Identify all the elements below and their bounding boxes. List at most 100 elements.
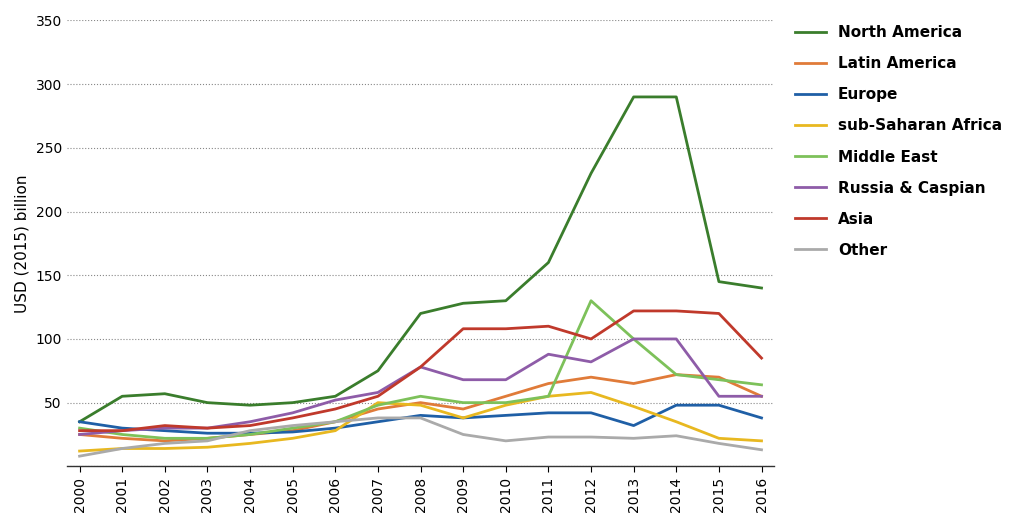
North America [287,399,299,406]
Middle East [756,382,768,388]
Other [628,435,640,442]
Russia & Caspian [457,377,469,383]
Latin America [756,393,768,399]
North America [628,94,640,100]
Asia [500,326,512,332]
sub-Saharan Africa [159,445,171,452]
Other [116,445,128,452]
Europe [287,429,299,435]
Latin America [415,399,427,406]
Latin America [244,431,256,437]
Russia & Caspian [202,425,214,431]
Russia & Caspian [329,397,341,403]
Russia & Caspian [628,336,640,342]
Europe [713,402,725,408]
Europe [159,427,171,434]
Y-axis label: USD (2015) billion: USD (2015) billion [15,174,30,313]
North America [74,418,86,425]
Latin America [159,438,171,444]
Middle East [628,336,640,342]
North America [244,402,256,408]
Asia [670,308,682,314]
Latin America [628,380,640,387]
Russia & Caspian [287,409,299,416]
North America [415,310,427,317]
Europe [372,418,384,425]
Other [74,453,86,460]
sub-Saharan Africa [713,435,725,442]
Europe [756,415,768,421]
Latin America [287,427,299,434]
Asia [116,427,128,434]
North America [116,393,128,399]
Russia & Caspian [74,431,86,437]
Europe [116,425,128,431]
North America [543,259,555,266]
North America [500,298,512,304]
Europe [244,430,256,436]
Latin America [585,374,597,380]
Asia [244,423,256,429]
Asia [543,323,555,329]
Middle East [500,399,512,406]
Middle East [74,425,86,431]
Asia [628,308,640,314]
sub-Saharan Africa [372,399,384,406]
Other [585,434,597,440]
Latin America [329,418,341,425]
Europe [543,409,555,416]
Line: Middle East: Middle East [80,301,762,438]
Asia [415,364,427,370]
North America [585,170,597,177]
Asia [585,336,597,342]
Russia & Caspian [756,393,768,399]
North America [329,393,341,399]
Other [415,415,427,421]
sub-Saharan Africa [415,402,427,408]
Russia & Caspian [585,359,597,365]
North America [756,285,768,291]
Russia & Caspian [670,336,682,342]
Russia & Caspian [244,418,256,425]
Middle East [372,402,384,408]
Other [756,446,768,453]
Europe [670,402,682,408]
Line: Latin America: Latin America [80,375,762,441]
Middle East [329,418,341,425]
Middle East [244,431,256,437]
Asia [372,393,384,399]
Other [287,423,299,429]
Europe [415,412,427,418]
sub-Saharan Africa [329,427,341,434]
Russia & Caspian [415,364,427,370]
sub-Saharan Africa [585,389,597,396]
Asia [756,355,768,361]
sub-Saharan Africa [287,435,299,442]
sub-Saharan Africa [500,402,512,408]
Middle East [670,372,682,378]
Europe [628,423,640,429]
North America [713,278,725,285]
North America [159,391,171,397]
Line: Asia: Asia [80,311,762,431]
Europe [74,418,86,425]
Asia [202,425,214,431]
Middle East [585,298,597,304]
Other [543,434,555,440]
Middle East [159,435,171,442]
Other [372,415,384,421]
Latin America [670,372,682,378]
Europe [329,425,341,431]
Latin America [457,406,469,412]
Latin America [713,374,725,380]
Asia [457,326,469,332]
Latin America [116,435,128,442]
North America [670,94,682,100]
Other [202,438,214,444]
Line: Other: Other [80,418,762,456]
sub-Saharan Africa [457,415,469,421]
Russia & Caspian [500,377,512,383]
Asia [713,310,725,317]
sub-Saharan Africa [74,448,86,454]
sub-Saharan Africa [244,440,256,446]
